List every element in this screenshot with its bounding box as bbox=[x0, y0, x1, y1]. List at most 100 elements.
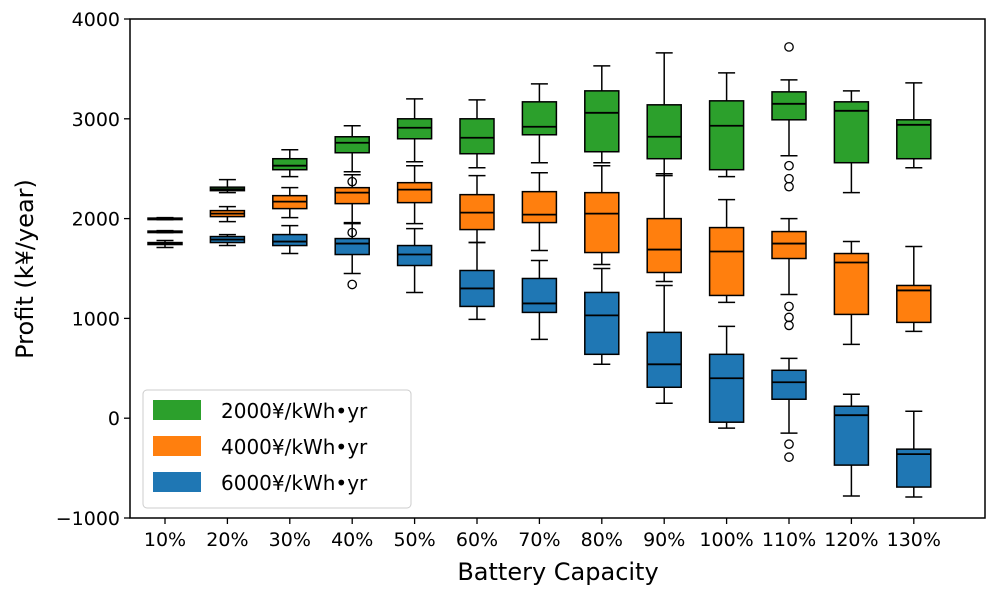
box-2-130% bbox=[896, 245, 932, 333]
box-2-110% bbox=[771, 217, 807, 331]
iqr-box bbox=[646, 217, 682, 274]
box-3-100% bbox=[708, 325, 745, 429]
y-tick-label: 1000 bbox=[72, 308, 120, 330]
box-2-70% bbox=[521, 171, 558, 252]
box-2-20% bbox=[209, 205, 246, 223]
box-2-30% bbox=[272, 186, 308, 219]
iqr-box bbox=[771, 369, 807, 400]
x-axis-title: Battery Capacity bbox=[457, 558, 658, 586]
box-3-30% bbox=[272, 224, 308, 255]
iqr-box bbox=[833, 252, 870, 316]
axes: −1000 0 1000 2000 3000 4000 10% 20% 30% 40% 50% 60%… bbox=[56, 9, 986, 551]
plot-area bbox=[147, 42, 932, 498]
box-1-40% bbox=[334, 125, 370, 173]
y-tick-label: 4000 bbox=[72, 9, 120, 31]
x-tick-label: 80% bbox=[581, 529, 623, 551]
box-1-20% bbox=[209, 178, 246, 194]
series-2 bbox=[147, 164, 932, 346]
box-2-90% bbox=[646, 172, 682, 283]
iqr-box bbox=[833, 101, 870, 164]
box-2-120% bbox=[833, 240, 870, 346]
box-2-60% bbox=[459, 174, 495, 244]
outlier-point bbox=[784, 439, 794, 449]
box-1-60% bbox=[459, 99, 495, 169]
x-tick-label: 120% bbox=[824, 529, 878, 551]
box-2-50% bbox=[396, 164, 433, 225]
iqr-box bbox=[584, 90, 620, 153]
box-2-100% bbox=[708, 198, 745, 304]
iqr-box bbox=[334, 186, 370, 205]
box-1-50% bbox=[396, 98, 433, 163]
box-3-80% bbox=[584, 267, 620, 366]
outlier-point bbox=[784, 301, 794, 312]
iqr-box bbox=[708, 226, 745, 297]
legend-swatch-3 bbox=[153, 472, 201, 492]
x-tick-label: 100% bbox=[699, 529, 753, 551]
iqr-box bbox=[521, 277, 558, 314]
iqr-box bbox=[272, 233, 308, 247]
box-3-20% bbox=[209, 233, 246, 247]
outlier-point bbox=[784, 160, 794, 171]
iqr-box bbox=[396, 244, 433, 267]
y-tick-label: −1000 bbox=[56, 508, 120, 530]
iqr-box bbox=[896, 448, 932, 488]
legend-label-2: 4000¥/kWh•yr bbox=[221, 435, 368, 459]
box-3-50% bbox=[396, 227, 433, 294]
y-tick-label: 3000 bbox=[72, 109, 120, 131]
plot-frame bbox=[129, 18, 986, 519]
iqr-box bbox=[771, 91, 807, 121]
legend-label-1: 2000¥/kWh•yr bbox=[221, 399, 368, 423]
iqr-box bbox=[334, 136, 370, 154]
legend-swatch-1 bbox=[153, 400, 201, 420]
box-1-90% bbox=[646, 52, 682, 177]
box-3-60% bbox=[459, 241, 495, 321]
legend-label-3: 6000¥/kWh•yr bbox=[221, 471, 368, 495]
legend-swatch-2 bbox=[153, 436, 201, 456]
box-3-130% bbox=[896, 410, 932, 498]
box-2-40% bbox=[334, 173, 370, 238]
box-1-120% bbox=[833, 90, 870, 194]
iqr-box bbox=[521, 190, 558, 224]
series-1 bbox=[147, 42, 932, 221]
box-2-80% bbox=[584, 164, 620, 266]
box-3-70% bbox=[521, 259, 558, 341]
outlier-point bbox=[784, 452, 794, 462]
y-axis-title: Profit (k¥/year) bbox=[11, 179, 39, 359]
iqr-box bbox=[708, 353, 745, 423]
iqr-box bbox=[646, 104, 682, 160]
iqr-box bbox=[708, 100, 745, 171]
box-1-100% bbox=[708, 72, 745, 178]
iqr-box bbox=[272, 157, 308, 171]
box-3-40% bbox=[334, 222, 370, 290]
x-tick-label: 30% bbox=[269, 529, 311, 551]
iqr-box bbox=[521, 101, 558, 136]
legend: 2000¥/kWh•yr 4000¥/kWh•yr 6000¥/kWh•yr bbox=[142, 389, 412, 509]
outlier-point bbox=[347, 176, 358, 187]
outlier-point bbox=[784, 42, 794, 52]
box-1-80% bbox=[584, 65, 620, 164]
box-2-10% bbox=[147, 229, 183, 234]
x-tick-label: 130% bbox=[887, 529, 941, 551]
y-tick-label: 0 bbox=[108, 408, 120, 430]
iqr-box bbox=[896, 284, 932, 324]
box-3-110% bbox=[771, 357, 807, 462]
x-tick-label: 20% bbox=[206, 529, 248, 551]
x-tick-label: 10% bbox=[144, 529, 186, 551]
box-3-120% bbox=[833, 393, 870, 497]
y-tick-label: 2000 bbox=[72, 209, 120, 231]
outlier-point bbox=[347, 279, 358, 290]
box-1-10% bbox=[147, 216, 183, 221]
x-tick-label: 110% bbox=[762, 529, 816, 551]
box-3-10% bbox=[147, 239, 183, 249]
x-tick-label: 60% bbox=[456, 529, 498, 551]
iqr-box bbox=[396, 181, 433, 204]
iqr-box bbox=[459, 118, 495, 155]
x-tick-label: 90% bbox=[643, 529, 685, 551]
iqr-box bbox=[334, 237, 370, 256]
outlier-point bbox=[784, 181, 794, 192]
box-1-110% bbox=[771, 42, 807, 192]
box-3-90% bbox=[646, 284, 682, 404]
iqr-box bbox=[771, 230, 807, 260]
iqr-box bbox=[646, 331, 682, 389]
